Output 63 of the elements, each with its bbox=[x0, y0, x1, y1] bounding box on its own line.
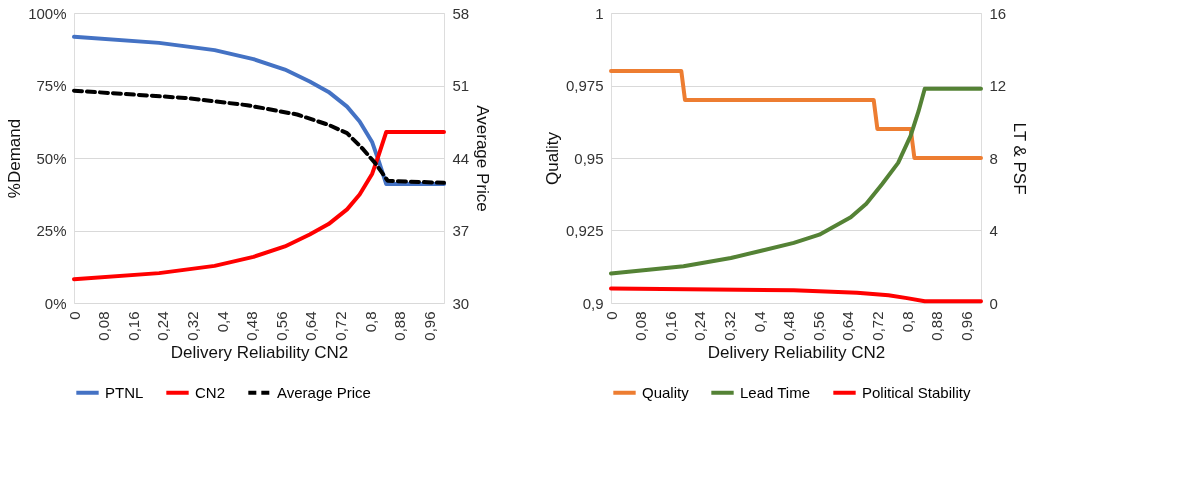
y2-tick-label: 58 bbox=[452, 4, 470, 22]
y2-tick-label: 30 bbox=[452, 294, 470, 312]
x-tick-label: 0 bbox=[602, 311, 620, 320]
x-tick-label: 0,8 bbox=[361, 311, 379, 333]
y-tick-label: 0,975 bbox=[565, 77, 604, 94]
y2-tick-label: 51 bbox=[452, 77, 470, 94]
x-tick-label: 0,64 bbox=[839, 311, 857, 341]
y-tick-label: 1 bbox=[595, 4, 604, 22]
x-tick-label: 0,88 bbox=[928, 311, 946, 341]
x-tick-label: 0,64 bbox=[302, 311, 320, 341]
legend-label: Lead Time bbox=[740, 383, 811, 401]
x-tick-label: 0,72 bbox=[868, 311, 886, 341]
x-tick-label: 0,32 bbox=[720, 311, 738, 341]
x-tick-label: 0,96 bbox=[420, 311, 438, 341]
y-tick-label: 0,95 bbox=[574, 149, 604, 167]
line-series bbox=[72, 34, 446, 187]
x-tick-label: 0,4 bbox=[213, 311, 231, 333]
x-tick-label: 0,08 bbox=[95, 311, 113, 341]
y-axis-title: Quality bbox=[542, 131, 562, 185]
line-series bbox=[72, 129, 446, 282]
legend-label: CN2 bbox=[195, 383, 226, 401]
x-tick-label: 0,96 bbox=[957, 311, 975, 341]
y-tick-label: 0,9 bbox=[582, 294, 604, 312]
x-tick-label: 0,16 bbox=[124, 311, 142, 341]
line-series bbox=[609, 86, 983, 276]
legend-label: Average Price bbox=[277, 383, 371, 401]
x-tick-label: 0,32 bbox=[183, 311, 201, 341]
y2-axis-title: LT & PSF bbox=[1010, 122, 1030, 195]
x-tick-label: 0,16 bbox=[661, 311, 679, 341]
x-tick-label: 0 bbox=[65, 311, 83, 320]
x-tick-label: 0,08 bbox=[632, 311, 650, 341]
legend-label: PTNL bbox=[105, 383, 144, 401]
x-tick-label: 0,56 bbox=[809, 311, 827, 341]
y-tick-label: 25% bbox=[36, 222, 67, 239]
x-tick-label: 0,56 bbox=[272, 311, 290, 341]
y2-axis-title: Average Price bbox=[473, 105, 493, 212]
y-tick-label: 75% bbox=[36, 77, 67, 94]
line-series bbox=[72, 88, 446, 185]
y-tick-label: 0% bbox=[44, 294, 67, 312]
y-tick-label: 100% bbox=[28, 4, 67, 22]
legend-label: Quality bbox=[642, 383, 690, 401]
x-axis-title: Delivery Reliability CN2 bbox=[170, 342, 349, 362]
line-series bbox=[609, 69, 983, 160]
y-axis-title: %Demand bbox=[5, 118, 25, 199]
y2-tick-label: 44 bbox=[452, 149, 470, 167]
y-tick-label: 50% bbox=[36, 149, 67, 167]
y2-tick-label: 8 bbox=[989, 149, 998, 167]
x-tick-label: 0,88 bbox=[391, 311, 409, 341]
x-axis-title: Delivery Reliability CN2 bbox=[707, 342, 886, 362]
y2-tick-label: 37 bbox=[452, 222, 470, 239]
x-tick-label: 0,72 bbox=[331, 311, 349, 341]
line-series bbox=[609, 286, 983, 304]
y-tick-label: 0,925 bbox=[565, 222, 604, 239]
x-tick-label: 0,4 bbox=[750, 311, 768, 333]
x-tick-label: 0,8 bbox=[898, 311, 916, 333]
legend-label: Political Stability bbox=[862, 383, 971, 401]
y2-tick-label: 4 bbox=[989, 222, 998, 239]
y2-tick-label: 12 bbox=[989, 77, 1007, 94]
x-tick-label: 0,48 bbox=[243, 311, 261, 341]
x-tick-label: 0,24 bbox=[691, 311, 709, 341]
y2-tick-label: 16 bbox=[989, 4, 1007, 22]
x-tick-label: 0,48 bbox=[780, 311, 798, 341]
x-tick-label: 0,24 bbox=[154, 311, 172, 341]
